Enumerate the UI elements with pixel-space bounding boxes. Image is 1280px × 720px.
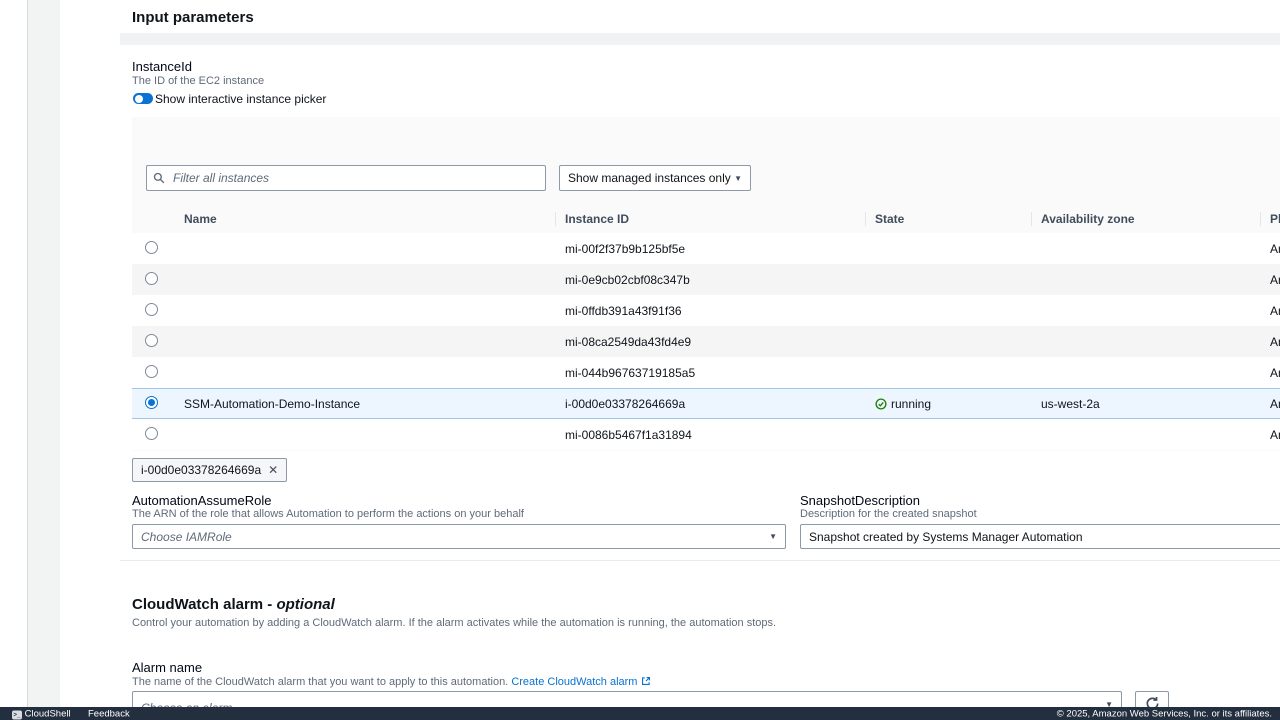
console-footer: >_ CloudShell Feedback © 2025, Amazon We… bbox=[0, 707, 1280, 720]
column-header-name: Name bbox=[184, 212, 217, 226]
state-label: running bbox=[891, 396, 932, 411]
iam-role-placeholder: Choose IAMRole bbox=[141, 529, 232, 544]
table-row-selected[interactable]: SSM-Automation-Demo-Instance i-00d0e0337… bbox=[132, 388, 1280, 419]
instance-radio-selected[interactable] bbox=[145, 395, 158, 412]
left-panel-divider bbox=[27, 0, 28, 707]
header-divider bbox=[120, 33, 1280, 45]
instance-picker-toggle[interactable] bbox=[133, 93, 153, 104]
cell-instance-id: mi-08ca2549da43fd4e9 bbox=[565, 334, 692, 349]
selected-instance-token: i-00d0e03378264669a ✕ bbox=[132, 458, 288, 482]
instanceid-label: InstanceId bbox=[132, 59, 192, 74]
selected-instance-token-label: i-00d0e03378264669a bbox=[141, 463, 262, 477]
column-header-state: State bbox=[875, 212, 905, 226]
cloudwatch-alarm-title-text: CloudWatch alarm - bbox=[132, 596, 273, 613]
create-cloudwatch-alarm-link[interactable]: Create CloudWatch alarm bbox=[511, 676, 638, 688]
column-divider bbox=[865, 212, 866, 226]
column-divider bbox=[1260, 212, 1261, 226]
table-row[interactable]: mi-08ca2549da43fd4e9 Amazon Linux bbox=[132, 326, 1280, 357]
cloudshell-label: CloudShell bbox=[24, 708, 71, 719]
alarm-name-description: The name of the CloudWatch alarm that yo… bbox=[132, 676, 651, 688]
running-check-icon bbox=[875, 397, 887, 410]
instance-table-header: Name Instance ID State Availability zone… bbox=[132, 205, 1280, 234]
cell-platform: Amazon Linux bbox=[1270, 272, 1280, 287]
cell-platform: Amazon Linux bbox=[1270, 396, 1280, 411]
section-divider bbox=[120, 560, 1280, 561]
column-header-az: Availability zone bbox=[1041, 212, 1135, 226]
instance-radio[interactable] bbox=[145, 240, 158, 257]
alarm-name-description-text: The name of the CloudWatch alarm that yo… bbox=[132, 676, 509, 688]
refresh-icon bbox=[1146, 696, 1158, 710]
cell-state: running bbox=[875, 397, 931, 411]
cell-platform: Amazon Linux bbox=[1270, 303, 1280, 318]
column-divider bbox=[1031, 212, 1032, 226]
iam-role-select[interactable]: Choose IAMRole ▼ bbox=[132, 524, 786, 549]
snapshot-description-input[interactable] bbox=[800, 524, 1280, 549]
chevron-down-icon: ▼ bbox=[1105, 699, 1113, 709]
cell-platform: Amazon Linux bbox=[1270, 365, 1280, 380]
managed-instances-filter-select[interactable]: Show managed instances only ▼ bbox=[559, 165, 751, 191]
instance-radio[interactable] bbox=[145, 302, 158, 319]
toggle-knob-icon bbox=[135, 94, 143, 103]
filter-instances-input[interactable] bbox=[146, 165, 546, 191]
feedback-button[interactable]: Feedback bbox=[88, 708, 130, 719]
cell-platform: Amazon Linux bbox=[1270, 334, 1280, 349]
copyright-text: © 2025, Amazon Web Services, Inc. or its… bbox=[1056, 708, 1272, 719]
instance-radio[interactable] bbox=[145, 333, 158, 350]
chevron-down-icon: ▼ bbox=[734, 173, 742, 183]
cell-platform: Amazon Linux bbox=[1270, 241, 1280, 256]
cloudshell-button[interactable]: >_ CloudShell bbox=[12, 708, 71, 719]
close-icon[interactable]: ✕ bbox=[268, 463, 279, 477]
automation-role-label: AutomationAssumeRole bbox=[132, 493, 272, 508]
cell-name: SSM-Automation-Demo-Instance bbox=[184, 396, 361, 411]
search-icon bbox=[153, 172, 165, 184]
table-row[interactable]: mi-0ffdb391a43f91f36 Amazon Linux bbox=[132, 295, 1280, 326]
instance-radio[interactable] bbox=[145, 364, 158, 381]
cloudwatch-alarm-title-optional: optional bbox=[276, 596, 335, 613]
instance-radio[interactable] bbox=[145, 271, 158, 288]
instance-picker-toggle-label: Show interactive instance picker bbox=[155, 92, 327, 106]
section-title: Input parameters bbox=[132, 9, 254, 26]
external-link-icon bbox=[641, 677, 650, 685]
table-row[interactable]: mi-0086b5467f1a31894 Amazon Linux bbox=[132, 419, 1280, 450]
automation-role-description: The ARN of the role that allows Automati… bbox=[132, 508, 524, 520]
cloudshell-terminal-icon: >_ bbox=[12, 710, 22, 719]
page-background-gutter bbox=[28, 0, 60, 707]
alarm-name-label: Alarm name bbox=[132, 660, 203, 675]
cell-instance-id: i-00d0e03378264669a bbox=[565, 396, 686, 411]
snapshot-description-label: SnapshotDescription bbox=[800, 493, 920, 508]
managed-instances-filter-value: Show managed instances only bbox=[568, 171, 731, 185]
column-divider bbox=[555, 212, 556, 226]
table-row[interactable]: mi-044b96763719185a5 Amazon Linux bbox=[132, 357, 1280, 388]
snapshot-description-help: Description for the created snapshot bbox=[800, 508, 977, 520]
column-header-instance-id: Instance ID bbox=[565, 212, 630, 226]
cloudwatch-alarm-title: CloudWatch alarm - optional bbox=[132, 596, 335, 613]
cloudwatch-alarm-description: Control your automation by adding a Clou… bbox=[132, 617, 777, 629]
cell-instance-id: mi-0086b5467f1a31894 bbox=[565, 427, 692, 442]
cell-instance-id: mi-044b96763719185a5 bbox=[565, 365, 696, 380]
cell-platform: Amazon Linux bbox=[1270, 427, 1280, 442]
chevron-down-icon: ▼ bbox=[769, 532, 777, 541]
column-header-platform: Platform bbox=[1270, 212, 1280, 226]
instance-radio[interactable] bbox=[145, 426, 158, 443]
instanceid-description: The ID of the EC2 instance bbox=[132, 75, 265, 87]
table-row[interactable]: mi-00f2f37b9b125bf5e Amazon Linux bbox=[132, 233, 1280, 264]
table-row[interactable]: mi-0e9cb02cbf08c347b Amazon Linux bbox=[132, 264, 1280, 295]
input-parameters-card: Input parameters InstanceId The ID of th… bbox=[60, 0, 1280, 717]
cell-availability-zone: us-west-2a bbox=[1041, 396, 1100, 411]
cell-instance-id: mi-0ffdb391a43f91f36 bbox=[565, 303, 682, 318]
cell-instance-id: mi-00f2f37b9b125bf5e bbox=[565, 241, 686, 256]
cell-instance-id: mi-0e9cb02cbf08c347b bbox=[565, 272, 690, 287]
